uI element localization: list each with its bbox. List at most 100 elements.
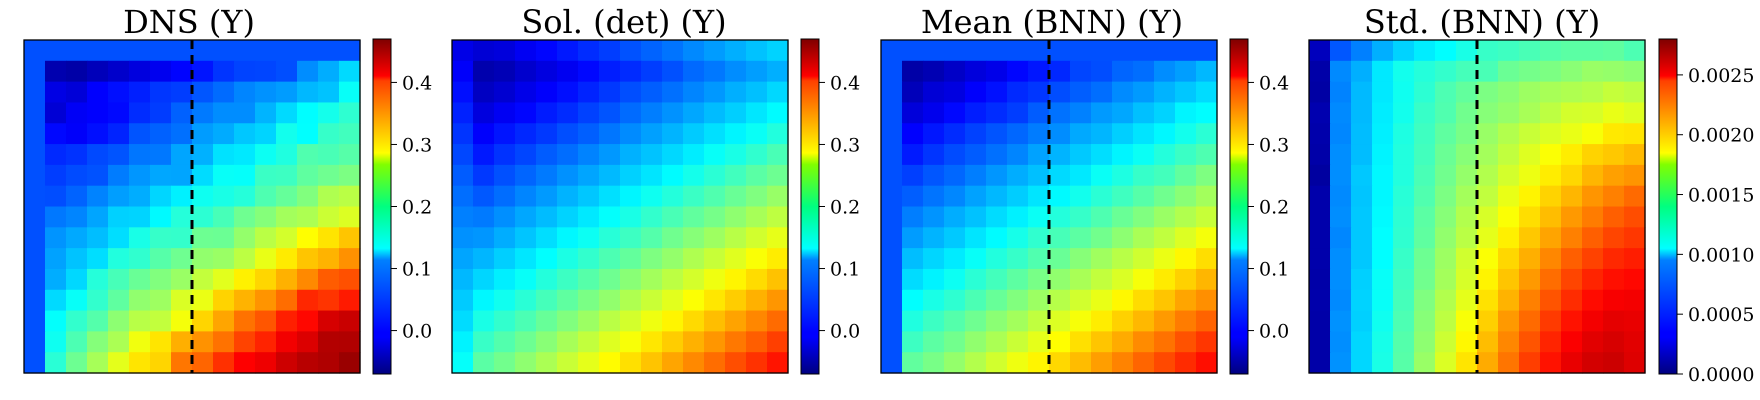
heatmap-cell: [683, 123, 705, 145]
heatmap-cell: [683, 185, 705, 208]
colorbar-tick-label: 0.4: [1259, 72, 1289, 94]
heatmap-cell: [923, 102, 945, 124]
heatmap-cell: [1519, 268, 1541, 291]
heatmap-cell: [1519, 60, 1541, 83]
heatmap-cell: [725, 185, 747, 208]
heatmap-cell: [641, 310, 663, 332]
heatmap-cell: [297, 123, 319, 145]
heatmap-cell: [452, 331, 474, 353]
heatmap-cell: [536, 331, 558, 353]
heatmap-cell: [150, 206, 172, 228]
heatmap-cell: [986, 248, 1008, 270]
heatmap-cell: [599, 164, 621, 187]
heatmap-cell: [1049, 331, 1071, 353]
heatmap-cell: [1477, 144, 1499, 166]
heatmap-cell: [276, 352, 298, 374]
heatmap-cell: [297, 289, 319, 312]
heatmap-cell: [213, 310, 235, 332]
heatmap-cell: [1393, 185, 1415, 208]
heatmap-cell: [1477, 331, 1499, 353]
heatmap-cell: [1154, 227, 1176, 249]
heatmap-cell: [746, 185, 768, 208]
heatmap-cell: [1133, 40, 1155, 62]
heatmap-cell: [1582, 81, 1604, 104]
heatmap-cell: [1393, 40, 1415, 62]
heatmap-cell: [108, 164, 130, 187]
heatmap-cell: [66, 248, 88, 270]
heatmap-cell: [620, 123, 642, 145]
heatmap-cell: [1028, 310, 1050, 332]
heatmap-cell: [1540, 164, 1562, 187]
heatmap-cell: [255, 227, 277, 249]
heatmap-cell: [515, 123, 537, 145]
heatmap-cell: [923, 123, 945, 145]
heatmap-cell: [620, 206, 642, 228]
panel-title: Std. (BNN) (Y): [1364, 3, 1600, 41]
heatmap-cell: [276, 164, 298, 187]
heatmap-cell: [297, 164, 319, 187]
heatmap-cell: [87, 268, 109, 291]
heatmap-cell: [704, 331, 726, 353]
heatmap-cell: [620, 144, 642, 166]
heatmap-cell: [1049, 185, 1071, 208]
heatmap-cell: [1351, 185, 1373, 208]
heatmap-cell: [620, 248, 642, 270]
heatmap-cell: [620, 310, 642, 332]
heatmap-cell: [578, 164, 600, 187]
heatmap-cell: [1091, 352, 1113, 374]
heatmap-cell: [1112, 227, 1134, 249]
heatmap-cell: [725, 289, 747, 312]
heatmap-cell: [66, 60, 88, 83]
heatmap-frame: [880, 39, 1218, 374]
heatmap-cell: [1477, 352, 1499, 374]
heatmap-cell: [318, 123, 340, 145]
heatmap-cell: [986, 352, 1008, 374]
heatmap-cell: [87, 185, 109, 208]
heatmap-cell: [1351, 206, 1373, 228]
heatmap-cell: [683, 164, 705, 187]
heatmap-cell: [1561, 185, 1583, 208]
heatmap-cell: [452, 289, 474, 312]
heatmap-cell: [473, 123, 495, 145]
heatmap-cell: [213, 331, 235, 353]
heatmap-cell: [944, 164, 966, 187]
heatmap-cell: [234, 310, 256, 332]
heatmap-cell: [1624, 310, 1646, 332]
heatmap-cell: [1603, 352, 1625, 374]
heatmap-cell: [662, 60, 684, 83]
heatmap-cell: [255, 352, 277, 374]
heatmap-cell: [662, 227, 684, 249]
heatmap-cell: [494, 248, 516, 270]
heatmap-cell: [578, 40, 600, 62]
colorbar-mean-bnn: 0.0 0.1 0.2 0.3 0.4: [1229, 38, 1289, 375]
heatmap-cell: [45, 185, 67, 208]
heatmap-cell: [1435, 248, 1457, 270]
heatmap-cell: [965, 227, 987, 249]
heatmap-cell: [297, 40, 319, 62]
heatmap-cell: [944, 248, 966, 270]
colorbar-tick-label: 0.0: [830, 321, 860, 343]
heatmap-cell: [318, 102, 340, 124]
heatmap-cell: [1112, 331, 1134, 353]
heatmap-cell: [599, 352, 621, 374]
heatmap-cell: [746, 164, 768, 187]
heatmap-cell: [234, 206, 256, 228]
heatmap-cell: [881, 164, 903, 187]
heatmap-cell: [1330, 352, 1352, 374]
heatmap-cell: [1330, 81, 1352, 104]
heatmap-cell: [1309, 60, 1331, 83]
heatmap-cell: [965, 40, 987, 62]
heatmap-cell: [1603, 248, 1625, 270]
heatmap-cell: [536, 289, 558, 312]
heatmap-cell: [515, 248, 537, 270]
heatmap-cell: [1070, 102, 1092, 124]
heatmap-cell: [725, 123, 747, 145]
heatmap-cell: [1414, 352, 1436, 374]
heatmap-cell: [725, 310, 747, 332]
heatmap-cell: [192, 331, 214, 353]
heatmap-cell: [1007, 60, 1029, 83]
heatmap-cell: [767, 310, 789, 332]
heatmap-cell: [620, 268, 642, 291]
heatmap-cell: [1561, 310, 1583, 332]
heatmap-cell: [1372, 227, 1394, 249]
